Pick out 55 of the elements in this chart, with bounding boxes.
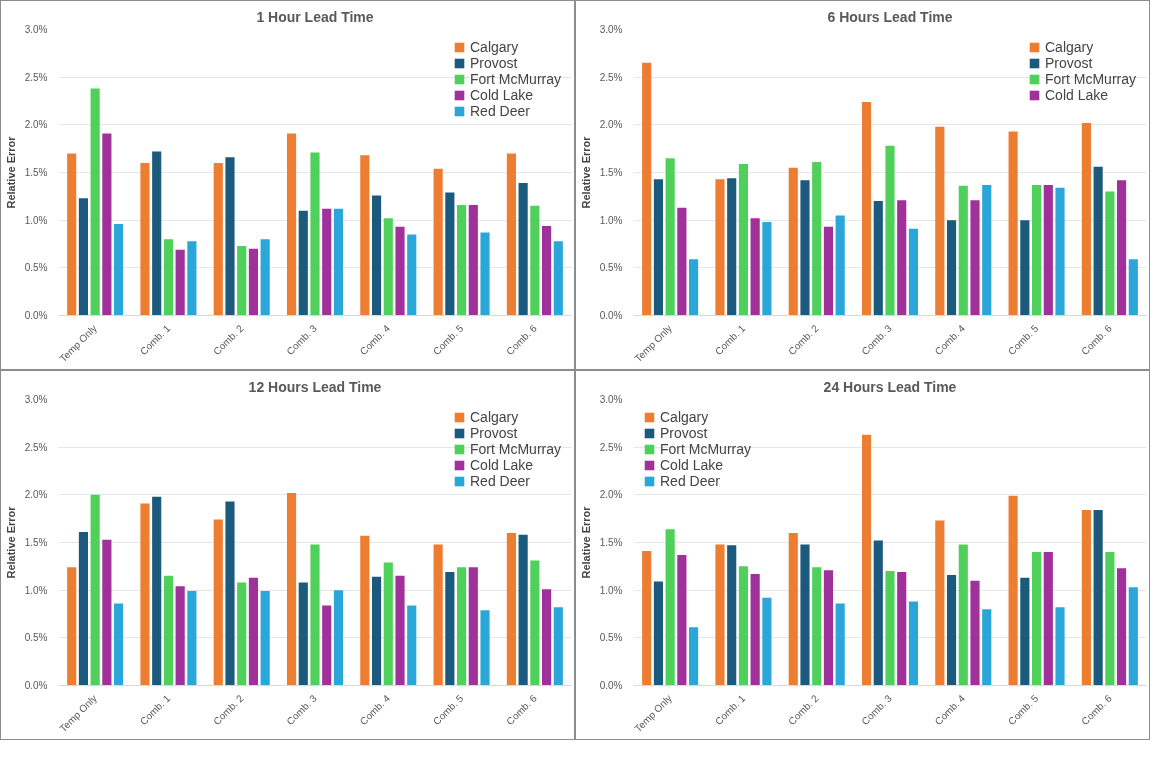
legend-label: Red Deer [470,103,530,119]
y-axis-title: Relative Error [579,135,592,209]
legend-label: Calgary [470,409,519,425]
legend-label: Cold Lake [1045,87,1109,103]
y-tick-label: 0.0% [599,310,623,321]
legend-label: Provost [1045,55,1093,71]
y-tick-label: 1.5% [24,537,48,548]
y-axis-title: Relative Error [4,505,17,579]
y-tick-label: 3.0% [24,394,48,405]
y-tick-label: 3.0% [24,24,48,35]
y-tick-label: 0.0% [24,310,48,321]
legend-label: Calgary [660,409,709,425]
legend-label: Red Deer [660,473,720,489]
legend-label: Red Deer [470,473,530,489]
y-tick-label: 1.5% [599,537,623,548]
y-tick-label: 2.5% [24,71,48,83]
legend-label: Provost [470,425,518,441]
y-tick-label: 2.0% [599,119,623,131]
legend-label: Fort McMurray [470,71,561,87]
y-tick-label: 0.5% [599,262,623,274]
y-tick-label: 2.0% [24,489,48,501]
y-tick-label: 1.0% [599,584,623,596]
chart-title: 24 Hours Lead Time [823,378,957,395]
legend-label: Provost [470,55,518,71]
y-tick-label: 2.5% [24,441,48,453]
y-axis-title: Relative Error [4,135,17,209]
legend-label: Fort McMurray [660,441,751,457]
legend-label: Fort McMurray [1045,71,1136,87]
legend-label: Cold Lake [470,87,534,103]
y-tick-label: 0.5% [24,262,48,274]
y-tick-label: 2.5% [599,441,623,453]
legend-label: Cold Lake [660,457,724,473]
y-tick-label: 0.5% [599,632,623,644]
y-axis-title: Relative Error [579,505,592,579]
legend-label: Cold Lake [470,457,534,473]
y-tick-label: 0.0% [599,680,623,691]
y-tick-label: 1.0% [599,214,623,226]
y-tick-label: 3.0% [599,24,623,35]
y-tick-label: 1.5% [599,167,623,178]
y-tick-label: 2.0% [24,119,48,131]
y-tick-label: 0.5% [24,632,48,644]
y-tick-label: 1.0% [24,584,48,596]
legend-label: Calgary [470,39,519,55]
chart-title: 1 Hour Lead Time [256,8,374,25]
chart-title: 6 Hours Lead Time [827,8,953,25]
legend-label: Calgary [1045,39,1094,55]
y-tick-label: 2.0% [599,489,623,501]
legend-label: Fort McMurray [470,441,561,457]
y-tick-label: 3.0% [599,394,623,405]
legend-label: Provost [660,425,708,441]
y-tick-label: 2.5% [599,71,623,83]
y-tick-label: 1.0% [24,214,48,226]
y-tick-label: 1.5% [24,167,48,178]
chart-title: 12 Hours Lead Time [248,378,382,395]
y-tick-label: 0.0% [24,680,48,691]
